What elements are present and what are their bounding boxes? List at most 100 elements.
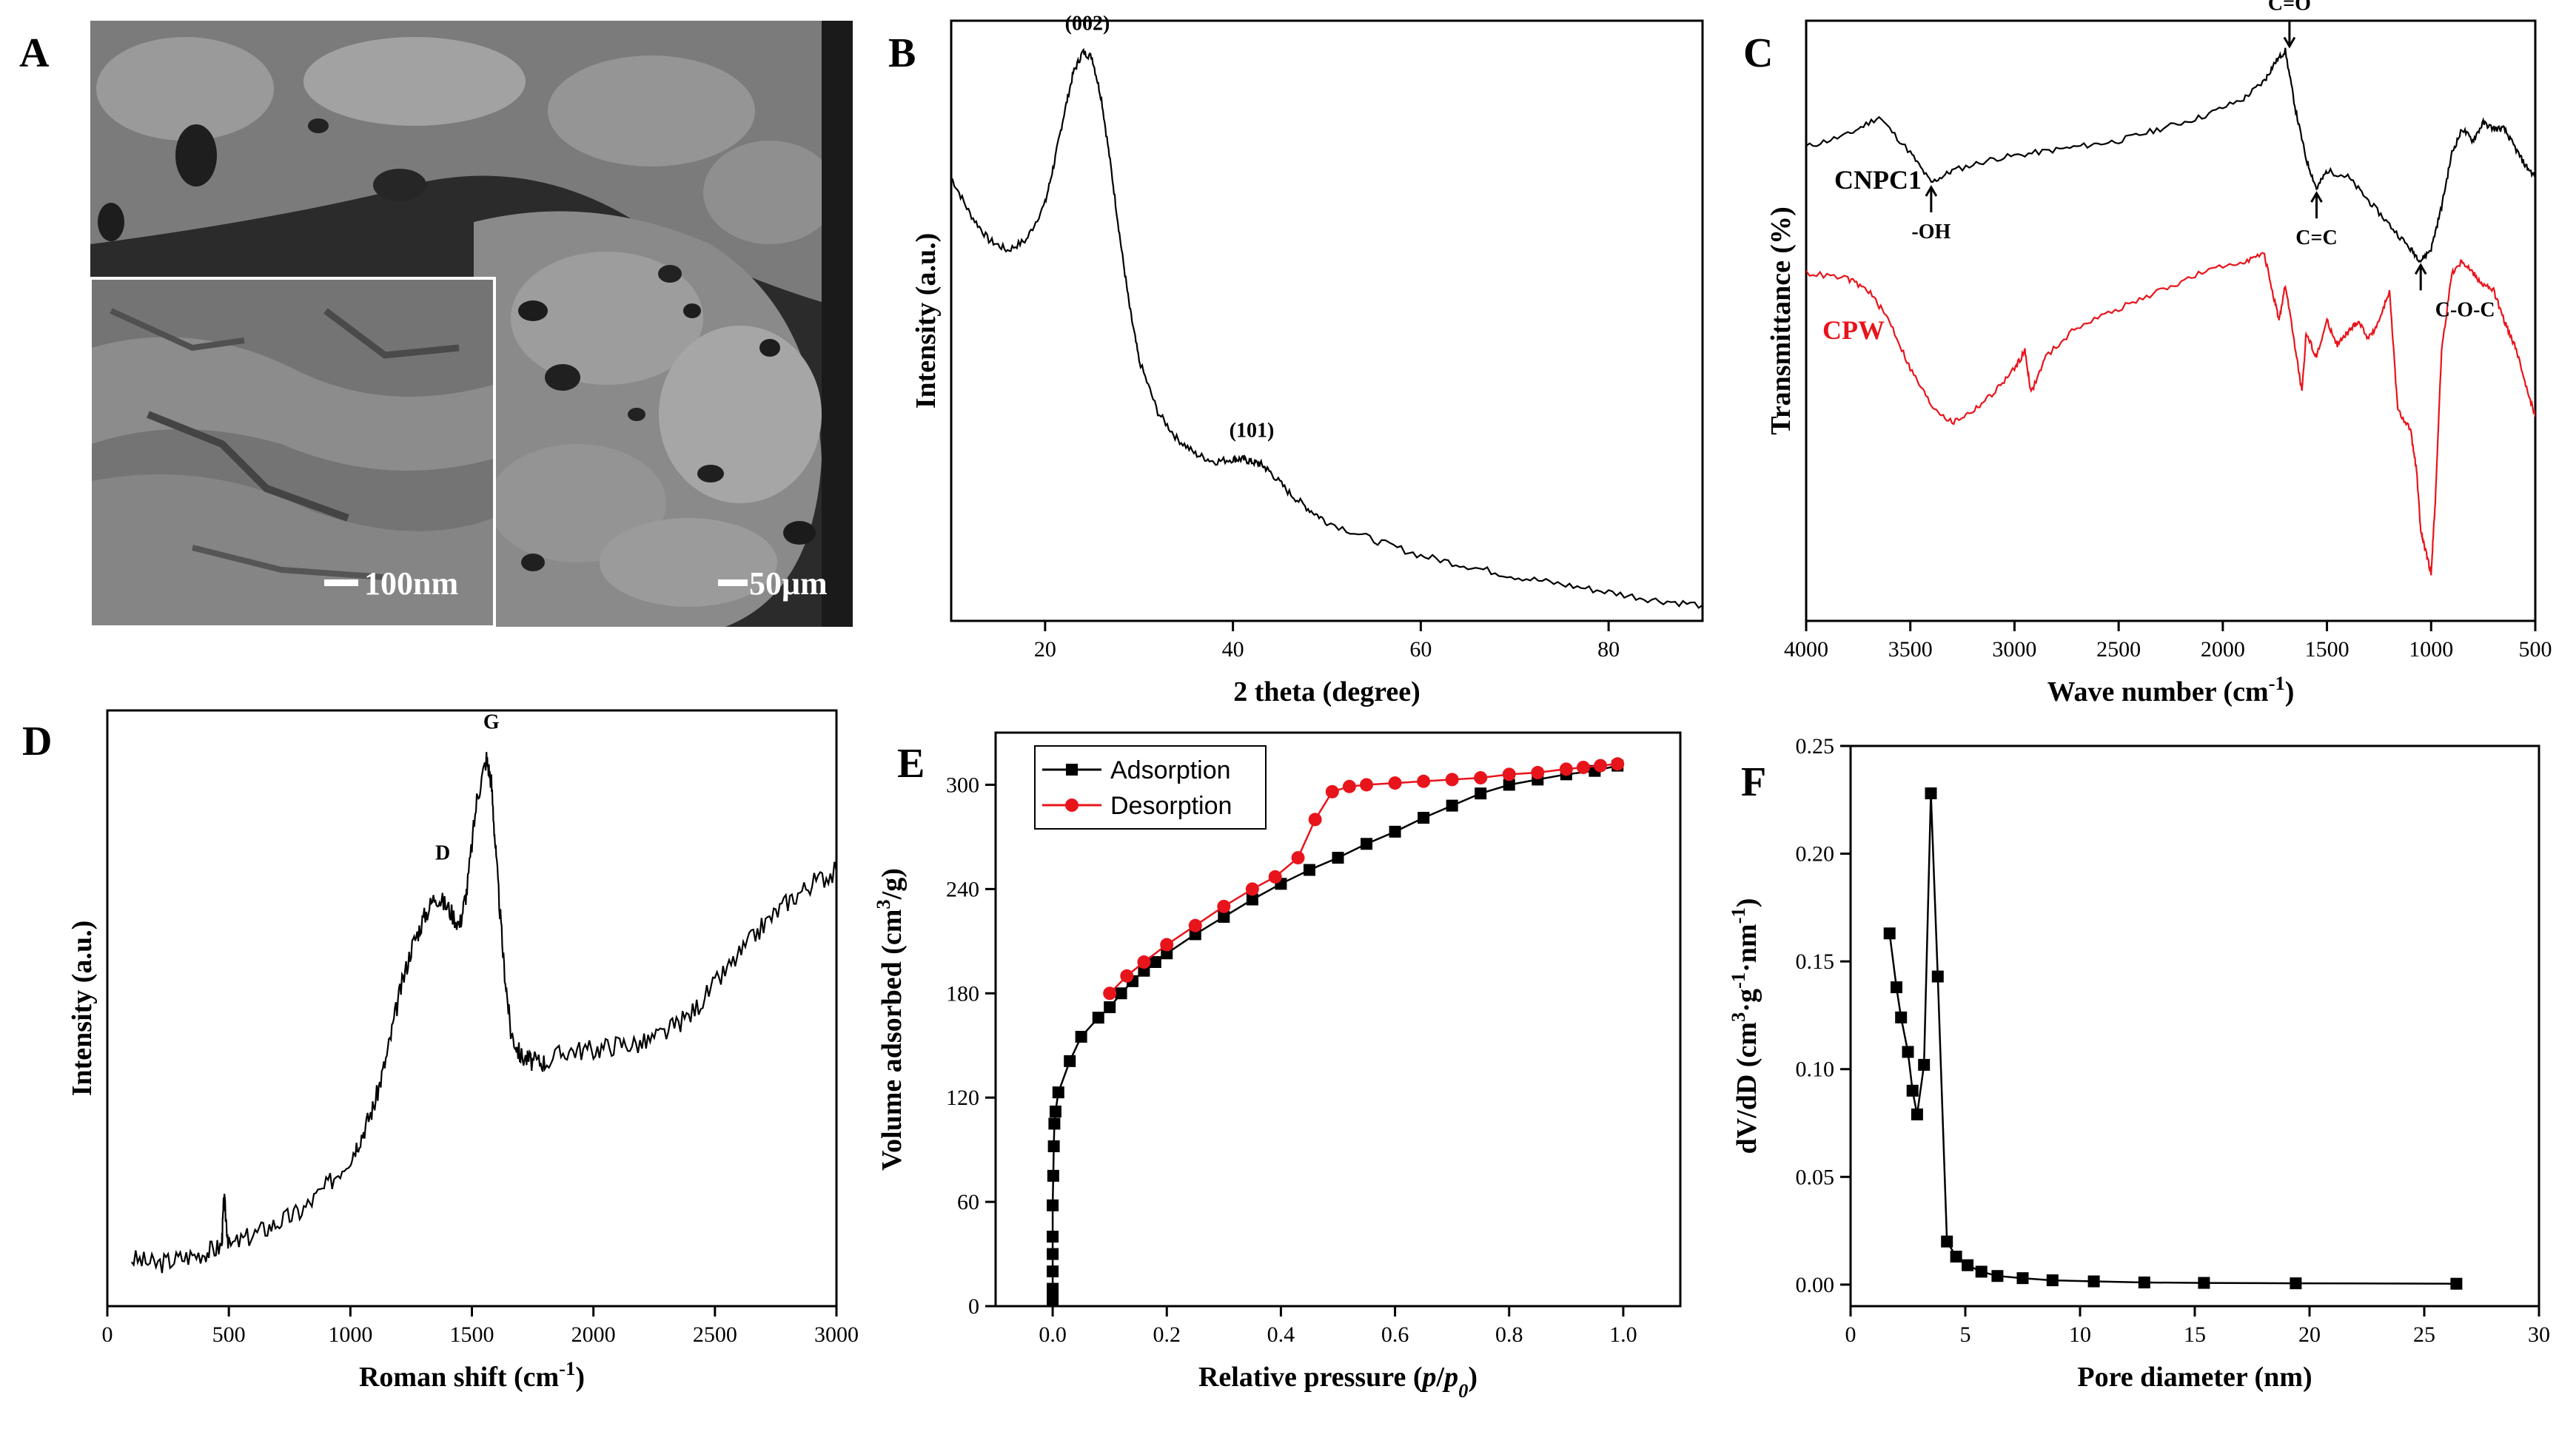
annotation-label: D bbox=[435, 842, 450, 865]
panel-letter-e: E bbox=[897, 741, 925, 787]
x-tick-label: 3000 bbox=[814, 1322, 859, 1347]
y-axis-title: Intensity (a.u.) bbox=[910, 233, 942, 409]
inset-scale-bar bbox=[324, 579, 358, 586]
data-point bbox=[1052, 1086, 1064, 1099]
series-xrd bbox=[951, 47, 1703, 609]
data-point bbox=[1137, 955, 1151, 969]
panel-d: D 0 500 1000 1500 2000 2500 3000 Roman shift (cm… bbox=[22, 709, 859, 1393]
panel-letter-a: A bbox=[19, 30, 50, 76]
data-point bbox=[1503, 779, 1515, 791]
data-point bbox=[1445, 773, 1459, 787]
data-point bbox=[1594, 759, 1608, 773]
data-point bbox=[1918, 1058, 1931, 1071]
y-tick-label: 120 bbox=[946, 1086, 979, 1110]
x-tick-label: 2000 bbox=[571, 1322, 616, 1347]
series-desorption bbox=[1103, 757, 1625, 1001]
x-tick-label: 3500 bbox=[1888, 637, 1933, 662]
data-point bbox=[2198, 1277, 2210, 1289]
series-line bbox=[1806, 47, 2535, 263]
data-point bbox=[1049, 1105, 1061, 1117]
main-scale-label: 50μm bbox=[749, 565, 828, 602]
x-tick-label: 0.2 bbox=[1153, 1322, 1181, 1347]
x-tick-label: 5 bbox=[1960, 1322, 1971, 1347]
x-axis-title: 2 theta (degree) bbox=[1233, 676, 1421, 707]
data-point bbox=[2450, 1277, 2463, 1290]
data-point bbox=[1120, 969, 1134, 983]
series-line bbox=[130, 752, 836, 1274]
x-tick-label: 2500 bbox=[2096, 637, 2141, 662]
x-axis-title: Wave number (cm-1) bbox=[2047, 672, 2295, 707]
y-axis-title: dV/dD (cm3·g-1·nm-1) bbox=[1727, 898, 1762, 1154]
y-axis-title: Transmittance (%) bbox=[1765, 206, 1797, 435]
panel-f: F 0 5 10 15 20 25 30 0.00 0.05 0.10 0.15 0.20 0.25 Por… bbox=[1727, 734, 2550, 1393]
data-point bbox=[1188, 918, 1202, 932]
x-tick-label: 1500 bbox=[2305, 637, 2349, 662]
panel-letter-b: B bbox=[888, 30, 916, 76]
x-tick-label: 0.0 bbox=[1039, 1322, 1067, 1347]
panel-letter-f: F bbox=[1741, 759, 1766, 805]
data-point bbox=[1931, 970, 1944, 983]
x-axis-title: Roman shift (cm-1) bbox=[359, 1357, 585, 1393]
x-axis-title: Relative pressure (p/p0) bbox=[1198, 1362, 1477, 1402]
series-raman bbox=[130, 752, 836, 1274]
data-point bbox=[1895, 1011, 1908, 1023]
x-tick-label: 1500 bbox=[450, 1322, 494, 1347]
legend-label: Desorption bbox=[1110, 792, 1232, 820]
annotation-arrow bbox=[2283, 19, 2296, 49]
x-tick-label: 1000 bbox=[2409, 637, 2453, 662]
data-point bbox=[1531, 766, 1545, 780]
annotation-arrow bbox=[2414, 263, 2427, 291]
data-point bbox=[1047, 1265, 1059, 1278]
data-point bbox=[1975, 1265, 1988, 1278]
data-point bbox=[1047, 1282, 1059, 1295]
sem-inset-texture bbox=[92, 280, 493, 625]
data-point bbox=[1474, 771, 1488, 785]
x-tick-label: 500 bbox=[2519, 637, 2552, 662]
data-point bbox=[1149, 956, 1161, 968]
data-point bbox=[1883, 927, 1896, 940]
x-axis: 0 500 1000 1500 2000 2500 3000 bbox=[102, 1306, 859, 1347]
x-tick-label: 40 bbox=[1222, 637, 1244, 662]
x-axis: 20 40 60 80 bbox=[1034, 621, 1620, 662]
data-point bbox=[1417, 774, 1431, 788]
x-tick-label: 15 bbox=[2184, 1322, 2206, 1347]
panel-e: E 0.0 0.2 0.4 0.6 0.8 1.0 0 60 120 180 240 300 Relati… bbox=[872, 731, 1682, 1402]
series-line bbox=[1806, 252, 2535, 576]
data-point bbox=[1991, 1270, 2004, 1282]
x-tick-label: 4000 bbox=[1784, 637, 1828, 662]
data-point bbox=[1103, 986, 1117, 1001]
data-point bbox=[2290, 1277, 2302, 1290]
sem-image: 100nm 50μm bbox=[89, 21, 853, 628]
x-axis: 0.0 0.2 0.4 0.6 0.8 1.0 bbox=[1039, 1306, 1637, 1347]
panel-letter-c: C bbox=[1743, 30, 1773, 76]
data-point bbox=[1891, 981, 1902, 994]
data-point bbox=[1475, 787, 1487, 800]
data-point bbox=[2087, 1275, 2100, 1288]
inset-scale-label: 100nm bbox=[364, 565, 458, 602]
data-point bbox=[1950, 1251, 1962, 1263]
x-tick-label: 0.8 bbox=[1495, 1322, 1523, 1347]
series-label-cpw: CPW bbox=[1822, 315, 1885, 345]
x-tick-label: 3000 bbox=[1992, 637, 2036, 662]
data-point bbox=[1160, 938, 1174, 952]
data-point bbox=[1389, 825, 1401, 838]
plot-frame bbox=[994, 731, 1682, 1308]
y-tick-label: 300 bbox=[946, 773, 979, 797]
plot-frame bbox=[1805, 19, 2537, 622]
y-tick-label: 0.15 bbox=[1796, 949, 1835, 974]
plot-frame bbox=[950, 19, 1704, 622]
y-axis: 0 60 120 180 240 300 bbox=[946, 773, 996, 1319]
data-point bbox=[1047, 1231, 1059, 1243]
data-point bbox=[1115, 987, 1127, 1000]
data-point bbox=[1361, 838, 1373, 850]
data-point bbox=[1047, 1199, 1059, 1211]
x-tick-label: 30 bbox=[2528, 1322, 2550, 1347]
data-point bbox=[1576, 760, 1590, 774]
sem-texture bbox=[90, 21, 853, 627]
legend-box bbox=[1034, 745, 1267, 830]
data-point bbox=[1906, 1084, 1919, 1097]
annotation-arrow bbox=[1925, 184, 1938, 212]
y-tick-label: 0.05 bbox=[1796, 1165, 1835, 1189]
x-tick-label: 2500 bbox=[693, 1322, 737, 1347]
x-tick-label: 20 bbox=[2298, 1322, 2321, 1347]
